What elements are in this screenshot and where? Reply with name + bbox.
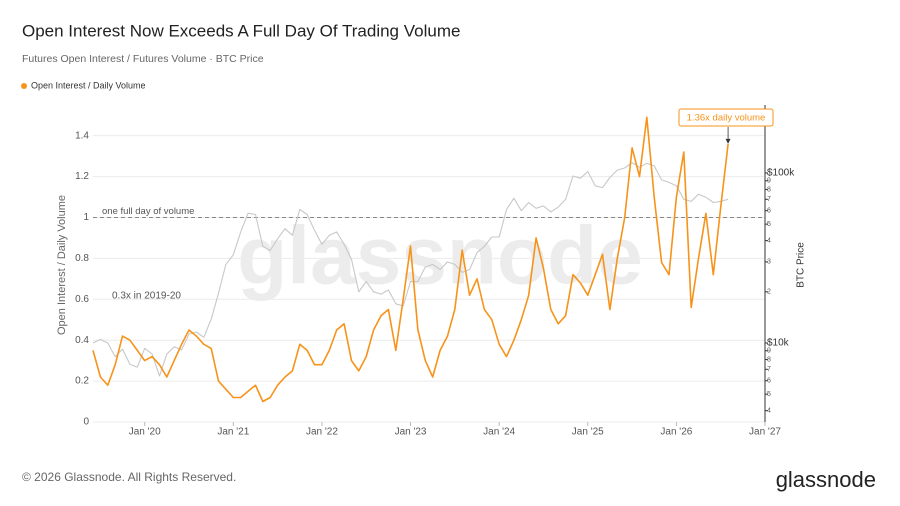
y-tick-label: 1.4 xyxy=(75,130,89,141)
y2-tick-label: 8 xyxy=(767,186,771,193)
chart-subtitle: Futures Open Interest / Futures Volume ·… xyxy=(22,53,264,65)
y2-tick-label: $10k xyxy=(767,338,790,349)
copyright: © 2026 Glassnode. All Rights Reserved. xyxy=(22,470,236,484)
x-tick-label: Jan '23 xyxy=(395,427,427,438)
callout-arrowhead xyxy=(725,138,731,144)
y2-tick-label: 3 xyxy=(767,259,771,266)
legend-marker xyxy=(21,83,27,89)
y2-tick-label: 4 xyxy=(767,407,771,414)
series-line xyxy=(92,116,729,403)
chart-title: Open Interest Now Exceeds A Full Day Of … xyxy=(22,21,460,40)
y-tick-label: 0 xyxy=(83,417,89,428)
annotation: 0.3x in 2019-20 xyxy=(112,291,181,302)
x-tick-label: Jan '25 xyxy=(572,427,604,438)
y2-tick-label: 4 xyxy=(767,237,771,244)
y2-tick-label: 7 xyxy=(767,366,771,373)
x-tick-label: Jan '20 xyxy=(129,427,161,438)
callout-box xyxy=(678,108,774,127)
y2-tick-label: 5 xyxy=(767,221,771,228)
y2-axis-label: BTC Price xyxy=(796,242,807,288)
logo: glassnode xyxy=(776,467,876,492)
y-tick-label: 0.4 xyxy=(75,335,89,346)
watermark: glassnode xyxy=(237,211,643,302)
legend-label: Open Interest / Daily Volume xyxy=(31,80,146,90)
x-tick-label: Jan '21 xyxy=(217,427,249,438)
y2-tick-label: 8 xyxy=(767,356,771,363)
y-tick-label: 1 xyxy=(83,212,89,223)
annotation: one full day of volume xyxy=(102,206,194,217)
y2-tick-label: $100k xyxy=(767,168,795,179)
x-tick-label: Jan '26 xyxy=(660,427,692,438)
y2-tick-label: 9 xyxy=(767,178,771,185)
y2-tick-label: 7 xyxy=(767,196,771,203)
y2-tick-label: 6 xyxy=(767,208,771,215)
y2-tick-label: 2 xyxy=(767,289,771,296)
x-tick-label: Jan '27 xyxy=(749,427,781,438)
y-axis-label: Open Interest / Daily Volume xyxy=(56,195,68,335)
callout-text: 1.36x daily volume xyxy=(687,113,766,124)
series-line xyxy=(92,162,729,377)
y-tick-label: 0.6 xyxy=(75,294,89,305)
y-tick-label: 0.8 xyxy=(75,253,89,264)
y-tick-label: 0.2 xyxy=(75,376,89,387)
y2-tick-label: 9 xyxy=(767,348,771,355)
x-tick-label: Jan '24 xyxy=(483,427,515,438)
x-tick-label: Jan '22 xyxy=(306,427,338,438)
y2-tick-label: 6 xyxy=(767,378,771,385)
y-tick-label: 1.2 xyxy=(75,171,89,182)
y2-tick-label: 5 xyxy=(767,391,771,398)
